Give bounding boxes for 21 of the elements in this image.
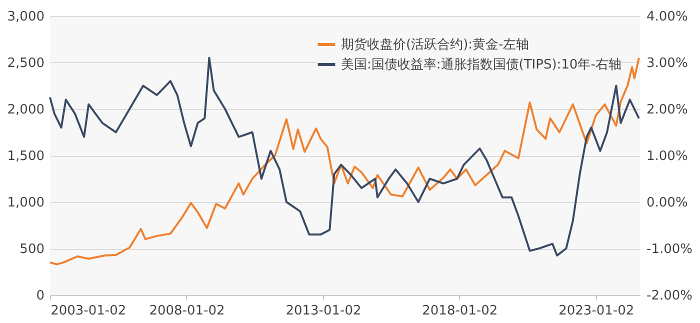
y2-tick-label: 1.00% [646, 149, 688, 164]
y2-tick-label: -1.00% [646, 242, 692, 257]
y2-tick-label: 0.00% [646, 196, 688, 210]
legend-label: 期货收盘价(活跃合约):黄金-左轴 [341, 38, 530, 52]
x-tick-label: 2018-01-02 [422, 304, 498, 318]
y-tick-label: 500 [20, 242, 44, 257]
y-tick-label: 3,000 [7, 10, 44, 24]
y-tick-label: 2,000 [7, 102, 44, 118]
y2-tick-label: 2.00% [646, 102, 688, 118]
x-tick-label: 2023-01-02 [558, 304, 634, 318]
y2-tick-label: -2.00% [646, 288, 692, 304]
y-tick-label: 1,500 [7, 149, 44, 164]
x-tick-label: 2008-01-02 [149, 304, 225, 318]
x-tick-label: 2003-01-02 [50, 304, 126, 318]
legend-label: 美国:国债收益率:通胀指数国债(TIPS):10年-右轴 [341, 56, 622, 72]
y-tick-label: 1,000 [7, 196, 44, 210]
y-tick-label: 0 [36, 288, 44, 304]
y2-tick-label: 3.00% [646, 56, 688, 71]
y-tick-label: 2,500 [7, 56, 44, 71]
y2-tick-label: 4.00% [646, 10, 688, 24]
x-tick-label: 2013-01-02 [286, 304, 362, 318]
